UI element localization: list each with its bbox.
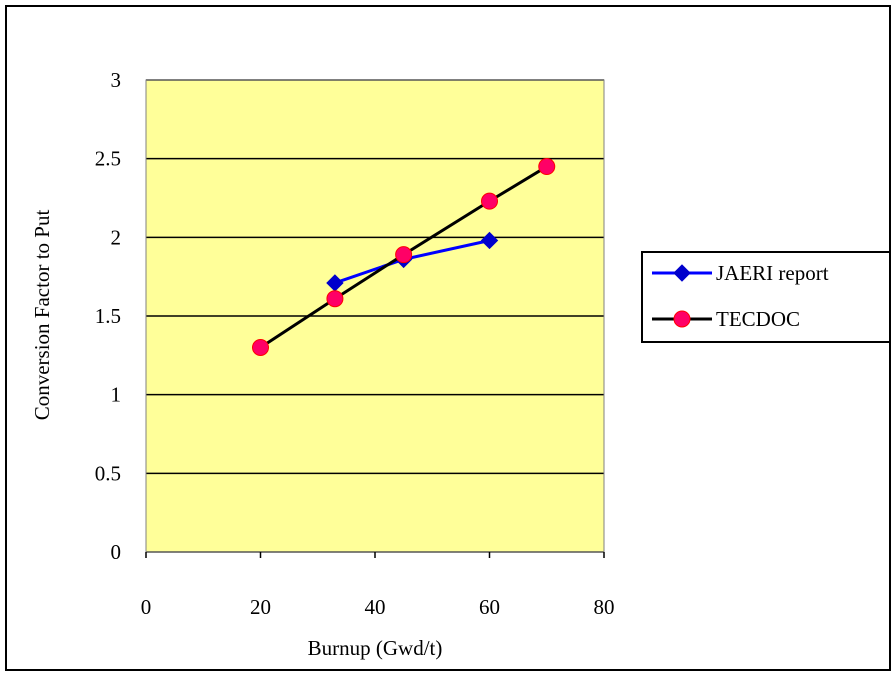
y-axis-title: Conversion Factor to Put [30, 210, 54, 421]
data-point [480, 231, 499, 250]
y-tick-label: 2.5 [95, 147, 121, 171]
legend-label: JAERI report [716, 261, 829, 285]
series-layer [252, 158, 556, 356]
y-tick-label: 2 [111, 225, 122, 249]
x-tick-label: 40 [365, 595, 386, 619]
legend-swatch-marker [673, 264, 691, 282]
y-tick-label: 0 [111, 540, 122, 564]
y-tick-labels: 0 0.5 1 1.5 2 2.5 3 [95, 68, 121, 564]
legend-entry: JAERI report [652, 261, 829, 285]
legend-label: TECDOC [716, 307, 800, 331]
y-tick-label: 1.5 [95, 304, 121, 328]
y-tick-label: 3 [111, 68, 122, 92]
data-point [538, 158, 556, 176]
x-tick-label: 0 [141, 595, 152, 619]
series-tecdoc [252, 158, 556, 356]
y-tick-label: 0.5 [95, 461, 121, 485]
x-axis-title: Burnup (Gwd/t) [308, 636, 443, 660]
x-tick-label: 60 [479, 595, 500, 619]
legend-swatch-marker [673, 310, 691, 328]
legend-entry: TECDOC [652, 307, 800, 331]
y-tick-label: 1 [111, 383, 122, 407]
x-tick-label: 80 [594, 595, 615, 619]
x-tick-labels: 0 20 40 60 80 [141, 552, 615, 619]
legend: JAERI report TECDOC [641, 251, 891, 343]
data-point [252, 338, 269, 356]
data-point [326, 290, 344, 308]
x-tick-label: 20 [250, 595, 271, 619]
data-point [481, 192, 498, 210]
data-point [395, 246, 413, 264]
